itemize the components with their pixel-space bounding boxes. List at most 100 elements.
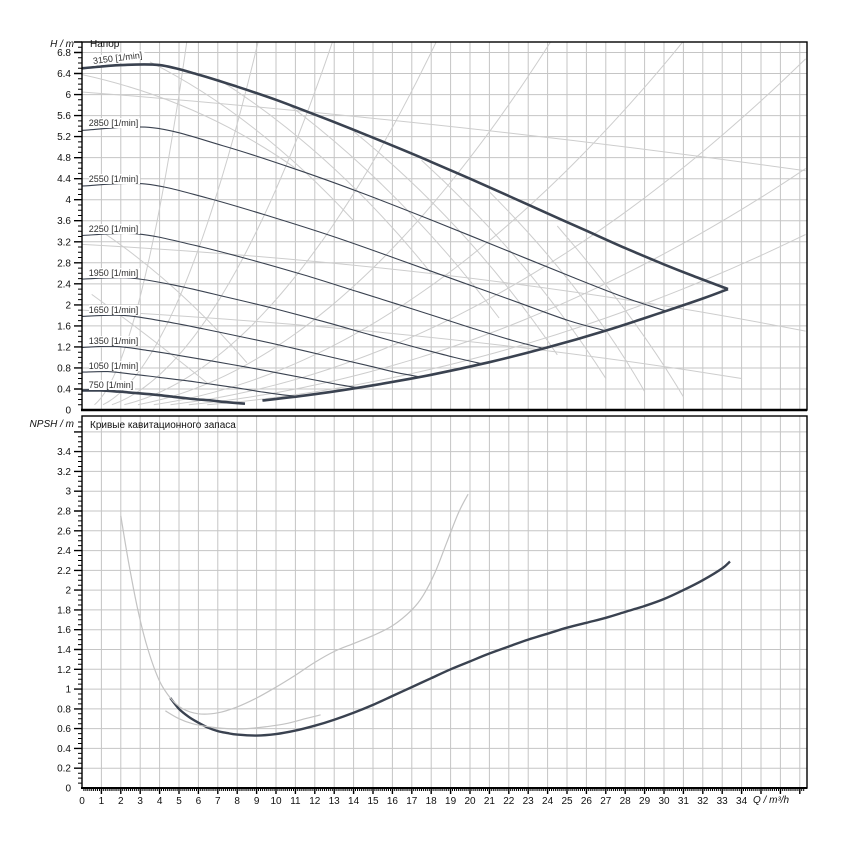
x-tick-label: 27: [600, 796, 612, 807]
speed-curve-750: [82, 389, 246, 405]
x-tick-label: 13: [329, 796, 341, 807]
y-axis-label-npsh: NPSH / m: [29, 419, 74, 430]
speed-curve-2850: [82, 126, 667, 312]
head-y-tick-label: 6.4: [57, 69, 71, 80]
iso-efficiency-line: [137, 42, 552, 406]
npsh-curve-npsh-aux-1: [120, 493, 469, 715]
iso-efficiency-line: [188, 168, 806, 406]
x-tick-label: 18: [426, 796, 438, 807]
x-tick-label: 1: [99, 796, 105, 807]
npsh-y-tick-label: 0.8: [57, 704, 71, 715]
iso-efficiency-line: [353, 130, 558, 356]
head-y-tick-label: 2: [65, 300, 71, 311]
x-tick-label: 32: [697, 796, 709, 807]
npsh-y-tick-label: 0.4: [57, 744, 71, 755]
speed-curve-label-1050: 1050 [1/min]: [88, 361, 141, 372]
head-y-tick-label: 0.8: [57, 363, 71, 374]
operating-range-envelope: [262, 287, 729, 402]
iso-efficiency-line: [91, 293, 209, 385]
x-tick-label: 0: [79, 796, 85, 807]
x-tick-label: 33: [717, 796, 729, 807]
head-y-tick-label: 0: [65, 406, 71, 417]
gridlines: [82, 416, 807, 788]
x-tick-label: 30: [658, 796, 670, 807]
head-y-tick-label: 1.2: [57, 342, 71, 353]
iso-efficiency-line: [556, 225, 684, 398]
y-axis-label-head: H / m: [50, 39, 74, 50]
npsh-y-tick-label: 1.6: [57, 625, 71, 636]
major-ticks: [74, 41, 801, 794]
x-tick-label: 19: [445, 796, 457, 807]
speed-curve-label-750: 750 [1/min]: [88, 379, 136, 390]
x-tick-label: 22: [503, 796, 515, 807]
speed-curve-2550: [82, 182, 606, 332]
iso-efficiency-line: [82, 309, 742, 379]
x-tick-label: 11: [290, 796, 301, 807]
x-axis-label: Q / m³/h: [753, 795, 790, 806]
head-y-tick-label: 1.6: [57, 321, 71, 332]
speed-curve-1650: [82, 314, 421, 378]
x-tick-label: 29: [639, 796, 651, 807]
head-y-tick-label: 6.8: [57, 48, 71, 59]
x-tick-label: 24: [542, 796, 554, 807]
iso-efficiency-line: [489, 191, 646, 392]
x-tick-label: 26: [581, 796, 593, 807]
head-y-tick-label: 3.6: [57, 216, 71, 227]
speed-curve-1050: [82, 370, 298, 397]
npsh-y-tick-label: 2.8: [57, 506, 71, 517]
npsh-y-tick-label: 1.2: [57, 665, 71, 676]
npsh-y-tick-label: 3.2: [57, 467, 71, 478]
x-tick-label: 31: [678, 796, 690, 807]
npsh-y-tick-label: 3: [65, 487, 71, 498]
npsh-curve-NPSH: [169, 560, 731, 737]
x-tick-label: 17: [406, 796, 418, 807]
x-tick-label: 23: [523, 796, 535, 807]
x-tick-label: 34: [736, 796, 748, 807]
x-tick-label: 7: [215, 796, 221, 807]
x-tick-label: 10: [270, 796, 282, 807]
head-y-tick-label: 0.4: [57, 384, 71, 395]
speed-curve-label-1650: 1650 [1/min]: [88, 305, 141, 316]
iso-efficiency-line: [149, 61, 354, 222]
x-tick-label: 15: [367, 796, 379, 807]
npsh-y-tick-label: 3.4: [57, 447, 71, 458]
head-y-tick-label: 5.6: [57, 111, 71, 122]
iso-efficiency-line: [82, 91, 806, 172]
speed-curves: [82, 63, 729, 405]
iso-efficiency-line: [421, 159, 607, 379]
npsh-y-tick-label: 2.6: [57, 526, 71, 537]
iso-efficiency-line: [170, 58, 806, 406]
head-y-tick-label: 2.8: [57, 258, 71, 269]
head-y-tick-label: 4.8: [57, 153, 71, 164]
iso-efficiency-line: [101, 230, 248, 364]
x-tick-label: 16: [387, 796, 399, 807]
npsh-y-tick-label: 1: [65, 685, 71, 696]
speed-curve-label-2250: 2250 [1/min]: [88, 223, 141, 234]
speed-curve-1950: [82, 277, 482, 365]
iso-efficiency-line: [82, 243, 806, 332]
plot-frames: [81, 41, 808, 789]
x-tick-label: 28: [620, 796, 632, 807]
head-y-tick-label: 2.4: [57, 279, 71, 290]
head-y-tick-label: 6: [65, 90, 71, 101]
x-tick-label: 14: [348, 796, 360, 807]
x-tick-label: 9: [254, 796, 260, 807]
npsh-y-tick-label: 0.2: [57, 764, 71, 775]
x-tick-label: 4: [157, 796, 163, 807]
x-tick-label: 25: [561, 796, 573, 807]
x-tick-label: 21: [484, 796, 496, 807]
iso-efficiency-line: [153, 42, 684, 406]
x-tick-label: 2: [118, 796, 124, 807]
x-tick-label: 20: [464, 796, 476, 807]
npsh-curves: [120, 493, 731, 737]
iso-efficiency-line: [82, 74, 296, 169]
npsh-y-tick-label: 2.4: [57, 546, 71, 557]
iso-efficiency-line: [94, 42, 188, 406]
x-tick-label: 8: [234, 796, 240, 807]
speed-curve-label-1350: 1350 [1/min]: [88, 336, 141, 347]
head-y-tick-label: 5.2: [57, 132, 71, 143]
npsh-curve-npsh-aux-2: [165, 710, 321, 730]
x-tick-label: 3: [137, 796, 143, 807]
iso-efficiency-line: [285, 102, 500, 319]
